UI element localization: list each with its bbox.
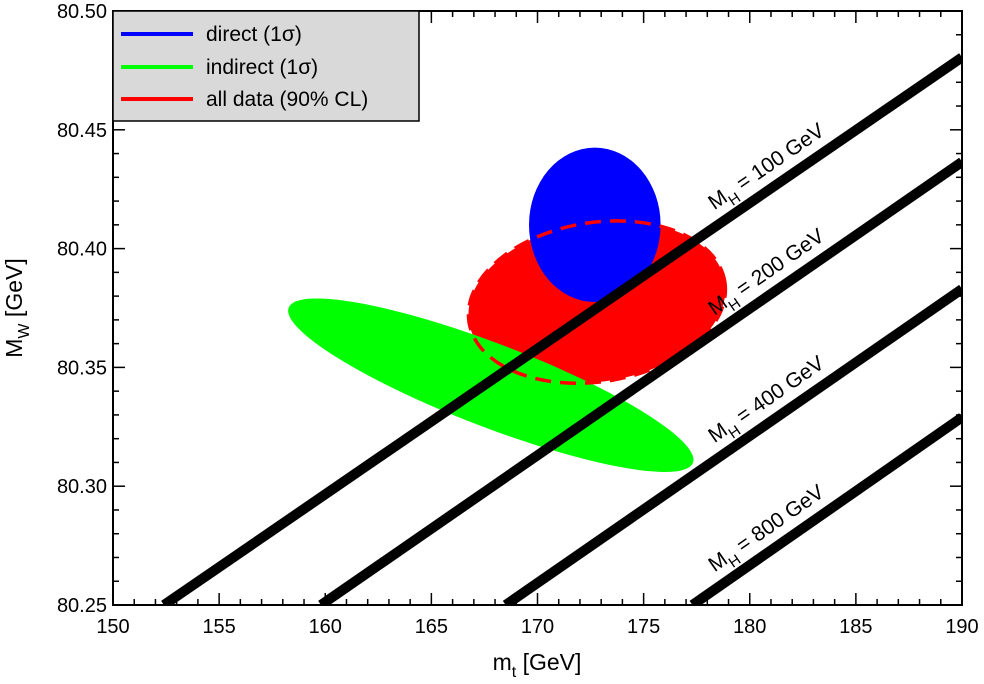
- x-tick-label: 180: [733, 616, 766, 638]
- y-tick-label: 80.45: [57, 120, 107, 142]
- higgs-line-100: [161, 53, 962, 605]
- higgs-line-label-400: MH = 400 GeV: [704, 352, 832, 453]
- y-tick-label: 80.40: [57, 239, 107, 261]
- legend-label-indirect: indirect (1σ): [206, 56, 318, 79]
- y-tick-label: 80.25: [57, 595, 107, 617]
- higgs-line-200: [318, 157, 962, 605]
- y-axis-title: MW [GeV]: [1, 258, 33, 357]
- x-axis-title: mt [GeV]: [493, 649, 582, 681]
- higgs-lines-layer: [161, 53, 962, 605]
- y-tick-labels: 80.25 80.30 80.35 80.40 80.45 80.50: [57, 1, 107, 617]
- axis-ticks: [112, 10, 963, 606]
- x-tick-label: 155: [202, 616, 235, 638]
- regions-layer: [288, 147, 726, 472]
- x-tick-label: 160: [309, 616, 342, 638]
- x-tick-label: 185: [839, 616, 872, 638]
- region-direct: [529, 147, 661, 303]
- y-tick-label: 80.30: [57, 476, 107, 498]
- y-tick-label: 80.50: [57, 1, 107, 23]
- x-tick-label: 190: [945, 616, 978, 638]
- y-tick-label: 80.35: [57, 357, 107, 379]
- x-tick-label: 175: [627, 616, 660, 638]
- x-tick-label: 150: [96, 616, 129, 638]
- x-tick-label: 170: [521, 616, 554, 638]
- dashed-overlay-layer: [466, 219, 728, 385]
- legend-label-direct: direct (1σ): [206, 23, 302, 46]
- higgs-line-800: [689, 413, 962, 605]
- higgs-line-400: [502, 284, 962, 605]
- higgs-line-label-800: MH = 800 GeV: [704, 480, 832, 581]
- x-tick-labels: 150 155 160 165 170 175 180 185 190: [96, 616, 978, 638]
- x-tick-label: 165: [415, 616, 448, 638]
- legend-label-all-data: all data (90% CL): [206, 88, 368, 111]
- plot-area: [161, 53, 962, 605]
- region-all-data-dashed-outline: [466, 219, 728, 385]
- higgs-line-label-100: MH = 100 GeV: [704, 119, 832, 219]
- legend: direct (1σ) indirect (1σ) all data (90% …: [112, 10, 420, 122]
